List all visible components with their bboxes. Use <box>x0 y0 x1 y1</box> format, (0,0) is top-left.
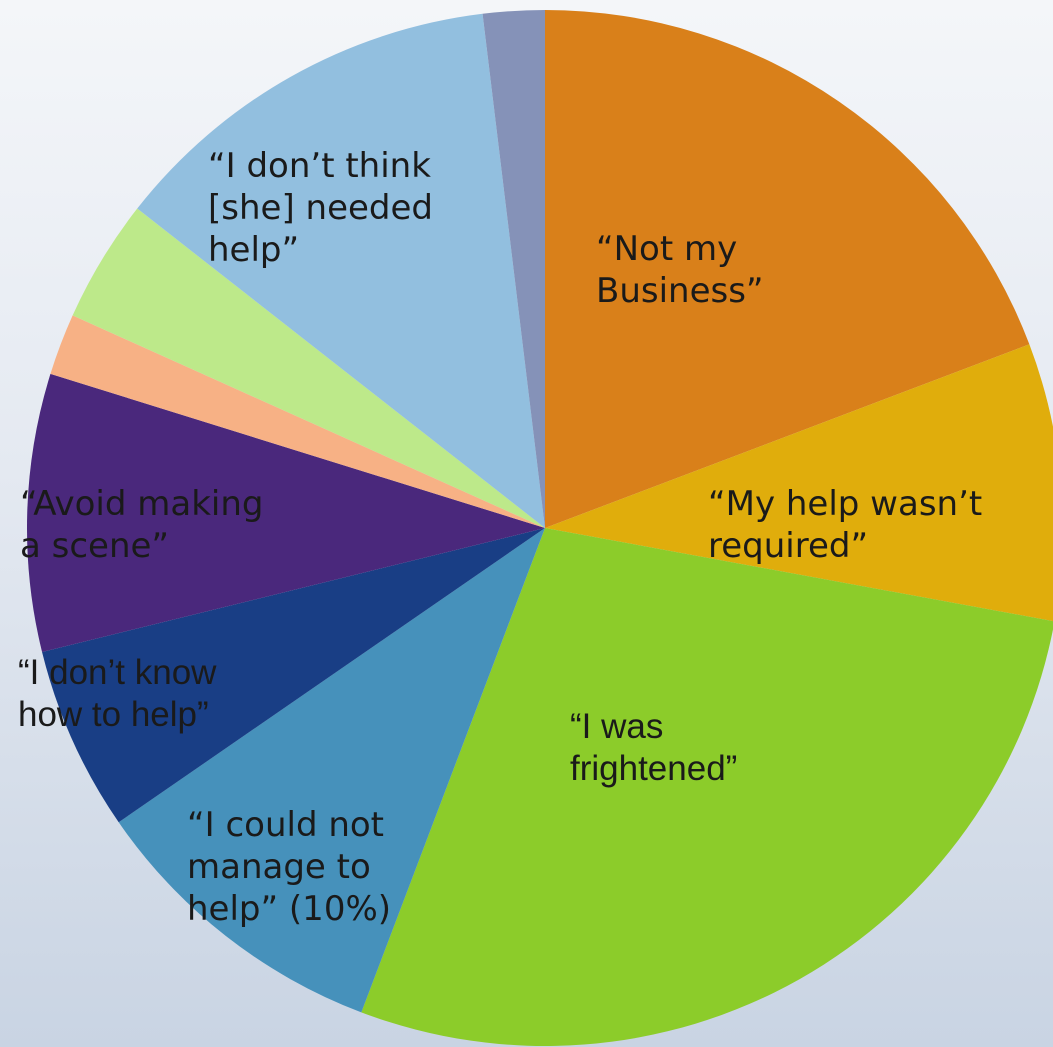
pie-slice-8 <box>137 13 546 528</box>
pie-slice-0 <box>545 10 1030 528</box>
pie-slice-1 <box>545 344 1053 622</box>
pie-slice-3 <box>118 528 545 1013</box>
pie-slice-5 <box>26 373 546 652</box>
pie-slice-4 <box>42 528 546 823</box>
pie-slice-6 <box>50 315 545 528</box>
pie-slice-2 <box>361 528 1053 1047</box>
pie-slice-9 <box>482 10 545 528</box>
pie-slice-7 <box>72 208 545 529</box>
